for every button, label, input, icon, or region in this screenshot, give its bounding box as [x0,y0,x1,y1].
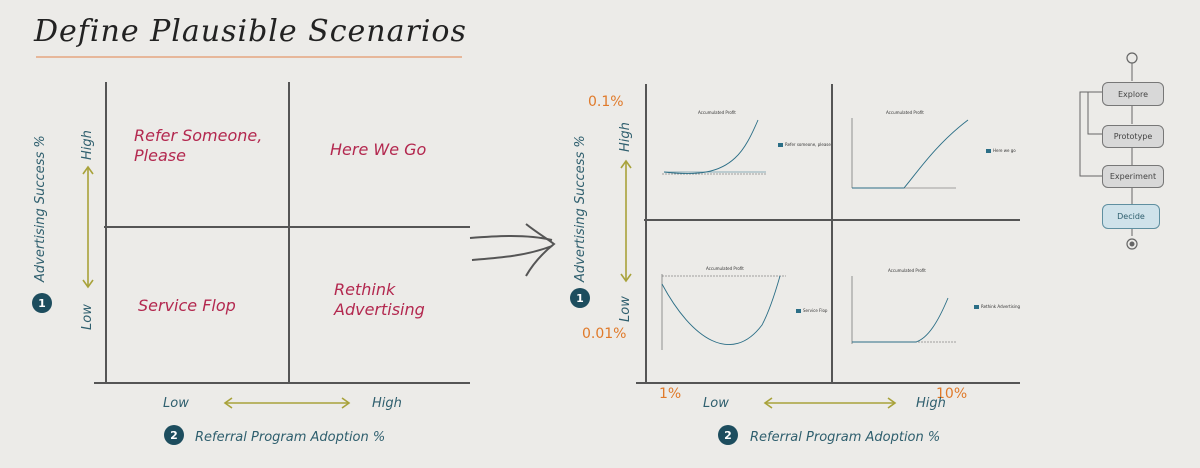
right-y-axis-line [645,84,647,382]
quadrant-top-left: Refer Someone, Please [134,126,263,165]
right-y-double-arrow [620,159,632,283]
left-y-double-arrow [82,165,94,289]
left-vertical-divider [288,82,290,384]
left-x-axis-badge: 2 [164,425,184,445]
right-x-high-label: High [916,396,946,411]
right-y-bottom-value: 0.01% [582,326,627,342]
right-x-axis-badge: 2 [718,425,738,445]
right-x-axis-title: Referral Program Adoption % [750,430,941,445]
legend-swatch [986,148,991,153]
left-y-axis-badge: 1 [32,293,52,313]
mini-chart-bottom-right-legend: Rethink Advertising [974,304,1020,309]
quadrant-bottom-right: Rethink Advertising [334,280,425,319]
left-x-axis-title: Referral Program Adoption % [195,430,386,445]
quadrant-bottom-left: Service Flop [138,296,236,315]
left-y-low-label: Low [80,304,95,330]
right-horizontal-divider [644,219,1020,221]
legend-swatch [778,142,783,147]
mini-chart-bottom-left [661,274,786,350]
right-y-axis-badge: 1 [570,288,590,308]
left-x-low-label: Low [163,396,189,411]
left-horizontal-divider [104,226,470,228]
right-x-left-value: 1% [659,386,682,402]
legend-swatch [796,308,801,313]
legend-label: Rethink Advertising [981,304,1021,309]
flow-connectors [1079,52,1138,250]
flow-step-experiment: Experiment [1102,165,1164,188]
legend-label: Here we go [993,148,1016,153]
legend-swatch [974,304,979,309]
left-y-axis-line [105,82,107,382]
right-x-double-arrow [763,397,897,409]
quadrant-top-right: Here We Go [330,140,427,159]
legend-label: Refer someone, please [785,142,831,147]
mini-chart-top-right-legend: Here we go [986,148,1016,153]
transition-arrow [469,223,556,277]
left-x-axis-line [94,382,470,384]
mini-chart-bottom-right [851,276,956,344]
right-x-low-label: Low [703,396,729,411]
right-y-low-label: Low [618,296,633,322]
right-y-high-label: High [618,122,633,152]
left-x-high-label: High [372,396,402,411]
right-vertical-divider [831,84,833,384]
mini-chart-bottom-left-title: Accumulated Profit [706,266,744,271]
right-x-right-value: 10% [936,386,968,402]
right-x-axis-line [636,382,1020,384]
mini-chart-top-right [851,118,969,189]
left-y-high-label: High [80,130,95,160]
right-y-axis-title: Advertising Success % [573,135,588,282]
mini-chart-top-left-legend: Refer someone, please [778,142,831,147]
legend-label: Service Flop [803,308,828,313]
right-y-top-value: 0.1% [588,94,624,110]
flow-step-prototype: Prototype [1102,125,1164,148]
mini-chart-bottom-right-title: Accumulated Profit [888,268,926,273]
mini-chart-top-left-title: Accumulated Profit [698,110,736,115]
left-y-axis-title: Advertising Success % [33,135,48,282]
mini-chart-bottom-left-legend: Service Flop [796,308,827,313]
flow-step-decide: Decide [1102,204,1160,229]
mini-chart-top-left [662,119,766,175]
page-title: Define Plausible Scenarios [34,14,467,49]
flow-step-explore: Explore [1102,82,1164,106]
left-x-double-arrow [223,397,351,409]
mini-chart-top-right-title: Accumulated Profit [886,110,924,115]
title-underline [36,56,462,58]
